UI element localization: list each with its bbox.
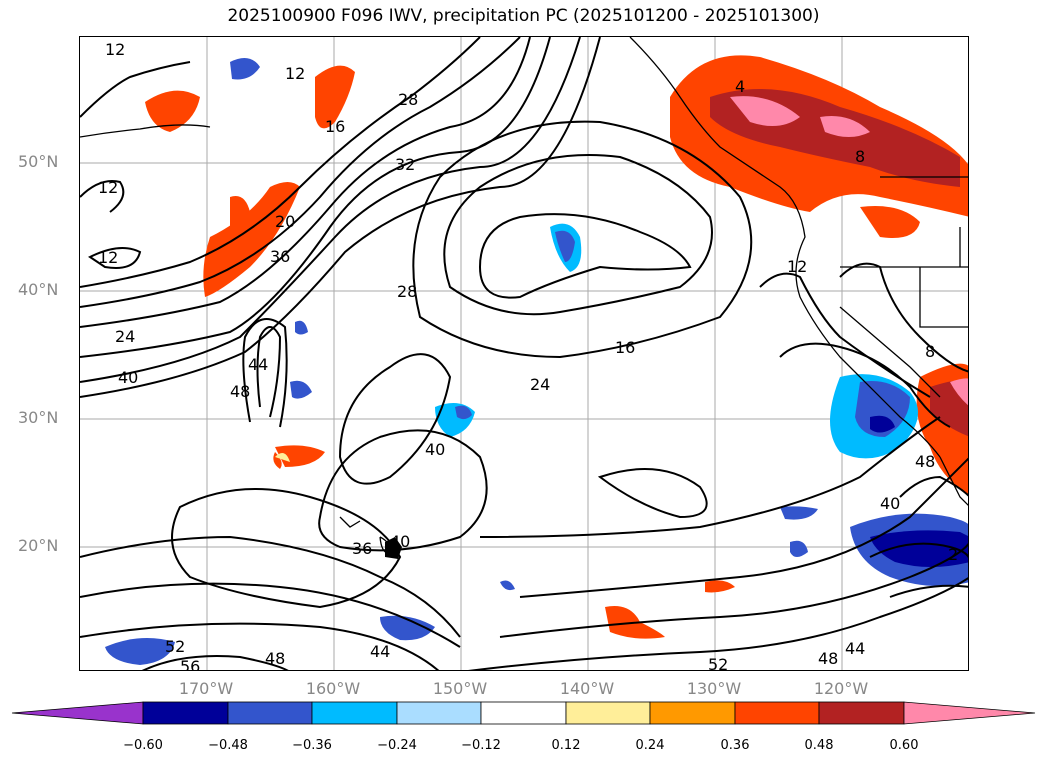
contour-label: 36	[352, 539, 372, 558]
colorbar-tick: −0.60	[123, 738, 163, 753]
lon-label-120w: 120°W	[813, 679, 869, 698]
contour-label: 28	[397, 282, 417, 301]
precip-positive	[145, 55, 968, 639]
contour-label: 8	[925, 342, 935, 361]
contour-label: 12	[105, 40, 125, 59]
colorbar	[11, 701, 1036, 725]
contour-label: 52	[708, 655, 728, 671]
contour-label: 12	[285, 64, 305, 83]
colorbar-tick: −0.36	[292, 738, 332, 753]
colorbar-segment	[480, 701, 567, 725]
colorbar-segment	[734, 701, 820, 725]
colorbar-tick: 0.60	[889, 738, 919, 753]
lon-label-130w: 130°W	[686, 679, 742, 698]
contour-label: 48	[915, 452, 935, 471]
contour-label: 24	[530, 375, 550, 394]
contour-label: 48	[818, 649, 838, 668]
contour-label: 8	[855, 147, 865, 166]
contour-label: 24	[115, 327, 135, 346]
colorbar-tick: 0.24	[635, 738, 665, 753]
contour-label: 4	[735, 77, 745, 96]
colorbar-tick: 0.48	[804, 738, 834, 753]
contour-label: 40	[880, 494, 900, 513]
colorbar-segment	[227, 701, 313, 725]
map-title: 2025100900 F096 IWV, precipitation PC (2…	[227, 6, 820, 26]
colorbar-tick: 0.36	[720, 738, 750, 753]
lon-label-170w: 170°W	[178, 679, 234, 698]
contour-label: 44	[845, 639, 865, 658]
map-panel: 12 12 12 12 16 16 20 24 24 28 28 32 36 3…	[79, 36, 969, 671]
colorbar-segment	[311, 701, 398, 725]
contour-label: 40	[425, 440, 445, 459]
contour-label: 40	[118, 368, 138, 387]
colorbar-segment	[11, 701, 144, 725]
colorbar-segment	[565, 701, 651, 725]
colorbar-tick: −0.12	[461, 738, 501, 753]
contour-label: 44	[370, 642, 390, 661]
lat-label-40n: 40°N	[18, 280, 59, 299]
contour-label: 16	[615, 338, 635, 357]
hawaii-island	[385, 537, 402, 559]
colorbar-segment	[396, 701, 482, 725]
precip-negative	[105, 58, 968, 665]
lat-label-20n: 20°N	[18, 536, 59, 555]
contour-label-group: 12 12 12 12 16 16 20 24 24 28 28 32 36 3…	[98, 40, 958, 671]
contour-label: 56	[180, 657, 200, 671]
graticule	[80, 37, 968, 670]
colorbar-segment	[818, 701, 905, 725]
iwv-contours	[80, 37, 968, 670]
colorbar-segment	[903, 701, 1036, 725]
coastlines	[80, 37, 968, 554]
colorbar-tick: −0.24	[377, 738, 417, 753]
colorbar-segment	[649, 701, 736, 725]
contour-label: 16	[325, 117, 345, 136]
contour-label: 48	[230, 382, 250, 401]
contour-label: 28	[398, 90, 418, 109]
contour-label: 32	[395, 155, 415, 174]
lat-label-50n: 50°N	[18, 152, 59, 171]
colorbar-segment	[142, 701, 229, 725]
contour-label: 12	[98, 178, 118, 197]
colorbar-tick: 0.12	[551, 738, 581, 753]
contour-label: 20	[275, 212, 295, 231]
lon-label-160w: 160°W	[305, 679, 361, 698]
contour-label: 44	[248, 355, 268, 374]
lon-label-140w: 140°W	[559, 679, 615, 698]
contour-label: 12	[98, 248, 118, 267]
contour-label: 2	[948, 545, 958, 564]
lat-label-30n: 30°N	[18, 408, 59, 427]
contour-label: 48	[265, 649, 285, 668]
contour-label: 12	[787, 257, 807, 276]
colorbar-tick: −0.48	[208, 738, 248, 753]
lon-label-150w: 150°W	[432, 679, 488, 698]
contour-label: 36	[270, 247, 290, 266]
contour-label: 40	[390, 532, 410, 551]
contour-label: 52	[165, 637, 185, 656]
map-canvas: 12 12 12 12 16 16 20 24 24 28 28 32 36 3…	[80, 37, 968, 671]
